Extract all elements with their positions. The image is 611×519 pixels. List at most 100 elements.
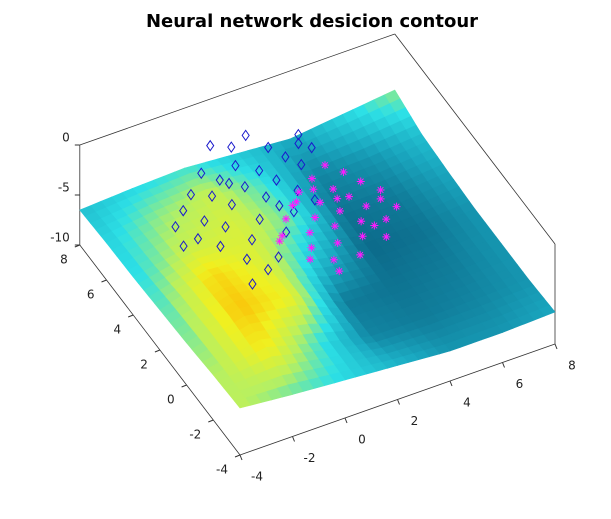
x-tick-label: 4: [463, 396, 471, 410]
x-tick: [239, 454, 243, 461]
asterisk-point: [362, 202, 371, 211]
asterisk-point: [376, 194, 385, 203]
diamond-point: [263, 263, 273, 276]
asterisk-point: [358, 232, 367, 241]
x-tick: [397, 399, 400, 405]
asterisk-point: [278, 231, 287, 240]
y-tick: [154, 349, 161, 353]
y-tick: [181, 384, 187, 388]
y-tick-label: -2: [189, 428, 201, 442]
diamond-point: [171, 220, 180, 233]
diamond-point: [247, 233, 257, 246]
diamond-point: [248, 278, 257, 290]
x-tick: [502, 362, 505, 368]
y-tick-label: 4: [114, 323, 122, 337]
diamond-point: [294, 128, 303, 141]
diamond-point: [261, 191, 271, 203]
asterisk-point: [288, 201, 297, 210]
diamond-point: [275, 199, 284, 212]
y-tick-label: 8: [60, 253, 68, 267]
surface: [79, 89, 556, 409]
asterisk-point: [357, 217, 366, 226]
diamond-point: [231, 159, 240, 172]
asterisk-point: [339, 167, 348, 176]
asterisk-point: [335, 267, 344, 276]
z-tick-label: -10: [50, 231, 70, 245]
diamond-point: [274, 251, 283, 263]
asterisk-point: [370, 221, 379, 230]
asterisk-point: [309, 185, 318, 194]
diamond-point: [221, 221, 230, 233]
asterisk-point: [333, 194, 342, 203]
diamond-point: [255, 213, 264, 226]
asterisk-point: [356, 177, 365, 186]
asterisk-point: [292, 197, 301, 206]
axis-line: [394, 33, 556, 245]
x-tick: [344, 417, 348, 424]
diamond-point: [197, 167, 206, 180]
asterisk-point: [329, 255, 338, 264]
asterisk-point: [392, 202, 401, 211]
diamond-point: [224, 177, 234, 190]
diamond-point: [227, 198, 236, 211]
diamond-point: [216, 240, 225, 253]
asterisk-point: [307, 243, 316, 252]
z-tick-label: 0: [62, 131, 70, 145]
y-tick-label: 0: [167, 393, 175, 407]
asterisk-point: [345, 192, 354, 201]
diamond-point: [310, 193, 319, 206]
diamond-point: [282, 226, 291, 239]
x-tick-label: 8: [568, 359, 576, 373]
x-tick: [554, 343, 558, 350]
diamond-point: [179, 204, 188, 217]
asterisk-point: [330, 222, 339, 231]
diamond-point: [293, 184, 302, 197]
asterisk-point: [282, 214, 291, 223]
diamond-point: [179, 240, 188, 252]
z-tick-label: -5: [58, 181, 70, 195]
x-tick: [292, 436, 295, 442]
asterisk-point: [305, 228, 314, 237]
diamond-point: [207, 190, 217, 202]
y-tick-label: 2: [140, 358, 148, 372]
axis-line: [79, 33, 395, 146]
y-tick: [101, 279, 107, 283]
y-tick-label: -4: [216, 463, 228, 477]
asterisk-point: [275, 237, 284, 246]
asterisk-point: [382, 232, 391, 241]
asterisk-point: [356, 250, 365, 259]
diamond-point: [289, 205, 298, 218]
x-tick: [449, 380, 453, 387]
diamond-point: [294, 137, 303, 150]
diamond-point: [240, 180, 249, 193]
y-tick-label: 6: [87, 288, 95, 302]
x-tick-label: -2: [304, 451, 316, 465]
asterisk-point: [335, 206, 344, 215]
diamond-point: [272, 174, 281, 186]
diamond-point: [206, 139, 215, 152]
diamond-point: [215, 174, 224, 186]
diamond-point: [193, 232, 203, 245]
y-tick: [208, 419, 214, 423]
asterisk-point: [333, 238, 342, 247]
scatter-points: [171, 128, 401, 290]
x-tick-label: 0: [358, 433, 366, 447]
asterisk-point: [294, 188, 303, 197]
asterisk-point: [311, 213, 319, 222]
diamond-point: [307, 141, 316, 154]
asterisk-point: [316, 198, 325, 207]
diamond-point: [200, 215, 209, 227]
diamond-point: [186, 188, 196, 201]
y-tick: [234, 454, 241, 458]
diamond-point: [281, 151, 290, 163]
x-tick-label: -4: [251, 470, 263, 484]
asterisk-point: [329, 184, 338, 193]
diamond-point: [242, 253, 252, 266]
diamond-point: [255, 164, 264, 177]
diamond-point: [297, 158, 306, 171]
asterisk-point: [382, 215, 391, 224]
diamond-point: [264, 141, 273, 154]
x-tick-label: 6: [516, 377, 524, 391]
x-tick-label: 2: [411, 414, 419, 428]
